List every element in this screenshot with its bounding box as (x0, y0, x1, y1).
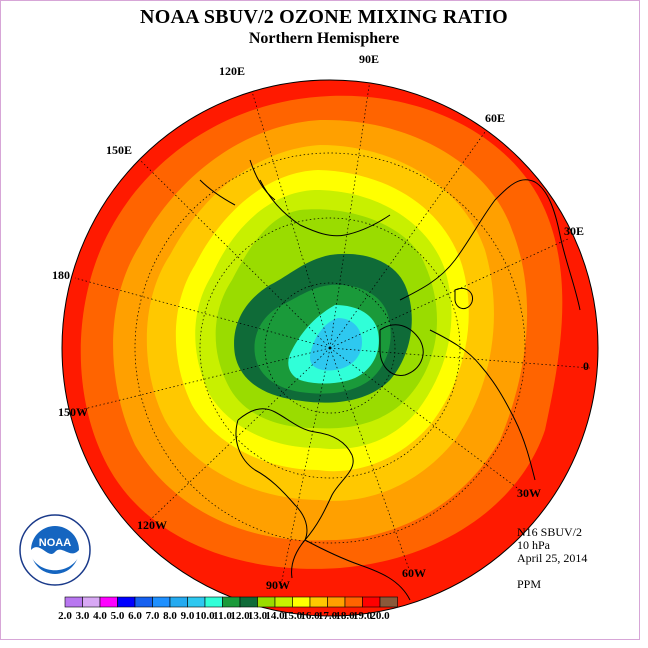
colorbar-swatch (64, 596, 83, 608)
coastline-west-america (235, 419, 308, 541)
lon-label-90e: 90E (359, 52, 380, 66)
colorbar-tick-label: 12.0 (230, 610, 250, 622)
colorbar-tick-label: 20.0 (370, 610, 390, 622)
meridian-120w (149, 347, 331, 521)
noaa-logo: NOAA (19, 514, 91, 586)
ozone-contour-bands (62, 80, 598, 616)
lon-label-180: 180 (52, 268, 70, 282)
date-label: April 25, 2014 (517, 551, 588, 565)
meridian-150e (139, 159, 331, 349)
lon-label-120e: 120E (219, 64, 246, 78)
lon-label-60e: 60E (485, 111, 506, 125)
colorbar-tick-label: 11.0 (213, 610, 232, 622)
coastline-japan (199, 179, 236, 206)
coastline-eurasia (399, 179, 581, 311)
coastlines (199, 159, 581, 601)
graticule (74, 80, 591, 591)
noaa-logo-bird (31, 547, 79, 571)
meridian-60e (329, 124, 491, 349)
colorbar-swatch (239, 596, 258, 608)
colorbar-swatch (274, 596, 293, 608)
colorbar-tick-label: 16.0 (300, 610, 320, 622)
meridian-150w (79, 347, 331, 411)
coastline-kamchatka (249, 159, 276, 201)
meridian-180 (74, 277, 331, 349)
colorbar: 2.0 3.0 4.0 5.0 6.0 7.0 8.0 9.0 10.011.012.013.0… (58, 596, 398, 622)
colorbar-swatch (152, 596, 171, 608)
colorbar-swatch (99, 596, 118, 608)
map-subtitle: Northern Hemisphere (248, 30, 400, 47)
lon-label-0: 0 (583, 359, 589, 373)
coastline-south-america (304, 539, 411, 601)
noaa-logo-text: NOAA (39, 537, 71, 549)
colorbar-swatch (309, 596, 328, 608)
pressure-level-label: 10 hPa (517, 538, 550, 552)
colorbar-swatch (257, 596, 276, 608)
colorbar-tick-label: 8.0 (163, 610, 177, 622)
meridian-90e (329, 80, 371, 349)
graticule-lat-60 (199, 217, 461, 479)
coastline-scandinavia (454, 287, 474, 309)
colorbar-tick-label: 5.0 (111, 610, 125, 622)
colorbar-swatch (117, 596, 136, 608)
colorbar-swatch (187, 596, 206, 608)
coastline-greenland (379, 324, 424, 376)
meridian-120e (249, 84, 331, 349)
colorbar-swatch (292, 596, 311, 608)
colorbar-swatch (379, 596, 398, 608)
product-info: N16 SBUV/2 10 hPa April 25, 2014 PPM (517, 526, 587, 591)
colorbar-tick-label: 6.0 (128, 610, 142, 622)
colorbar-tick-label: 2.0 (58, 610, 72, 622)
colorbar-tick-label: 15.0 (283, 610, 303, 622)
colorbar-swatch (82, 596, 101, 608)
instrument-label: N16 SBUV/2 (517, 525, 583, 539)
colorbar-tick-label: 13.0 (248, 610, 268, 622)
colorbar-swatch (344, 596, 363, 608)
colorbar-tick-label: 10.0 (195, 610, 215, 622)
colorbar-tick-label: 18.0 (335, 610, 355, 622)
colorbar-tick-label: 9.0 (181, 610, 195, 622)
colorbar-swatch (327, 596, 346, 608)
lon-label-120w: 120W (137, 518, 167, 532)
graticule-lat-75 (264, 282, 396, 414)
meridian-0 (329, 347, 591, 369)
meridian-30e (329, 237, 571, 349)
map-boundary (61, 79, 599, 617)
graticule-lat-45 (134, 152, 526, 544)
colorbar-swatch (169, 596, 188, 608)
lon-label-150e: 150E (106, 143, 133, 157)
lon-label-30w: 30W (517, 486, 541, 500)
coastline-asia-north (259, 179, 391, 237)
band-9 (310, 318, 362, 371)
colorbar-tick-label: 14.0 (265, 610, 285, 622)
lon-label-30e: 30E (564, 224, 585, 238)
colorbar-swatch (204, 596, 223, 608)
colorbar-swatch (134, 596, 153, 608)
colorbar-tick-label: 17.0 (318, 610, 338, 622)
lon-label-90w: 90W (266, 578, 290, 592)
colorbar-tick-label: 7.0 (146, 610, 160, 622)
colorbar-tick-label: 19.0 (353, 610, 373, 622)
lon-label-60w: 60W (402, 566, 426, 580)
colorbar-tick-label: 4.0 (93, 610, 107, 622)
lon-label-150w: 150W (58, 405, 88, 419)
meridian-90w (279, 347, 331, 591)
colorbar-swatch (222, 596, 241, 608)
colorbar-tick-label: 3.0 (76, 610, 90, 622)
coastline-europe-africa (429, 329, 536, 481)
colorbar-swatch (362, 596, 381, 608)
map-title: NOAA SBUV/2 OZONE MIXING RATIO (140, 6, 508, 28)
units-label: PPM (517, 577, 542, 591)
